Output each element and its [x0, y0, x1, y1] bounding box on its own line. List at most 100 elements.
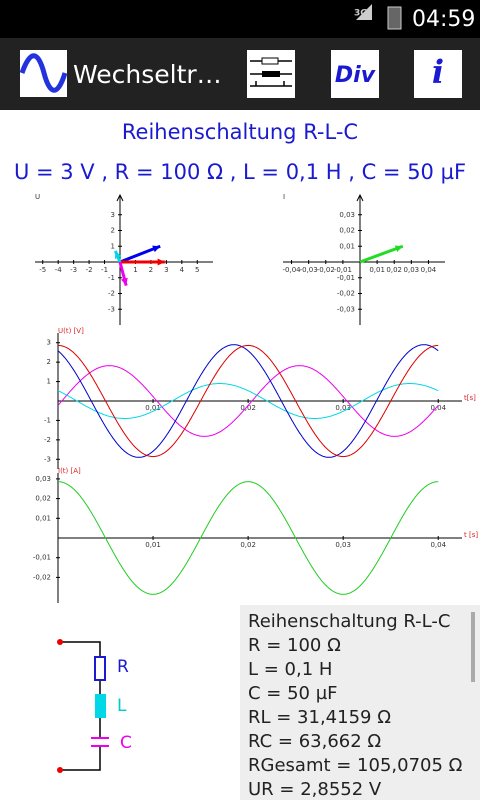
- network: 3G: [354, 9, 368, 19]
- x-tick-label: 0,04: [430, 541, 446, 549]
- y-tick-label: 1: [111, 242, 115, 250]
- resistor: [94, 656, 106, 681]
- y-tick-label: -0,03: [337, 305, 355, 313]
- action-bar: [0, 38, 480, 110]
- y-tick-label: 0,03: [35, 475, 51, 483]
- y-tick-label: 0,03: [339, 211, 355, 219]
- y-tick-label: -2: [44, 436, 51, 444]
- info-label: i: [432, 53, 444, 91]
- x-tick-label: 2: [149, 266, 153, 274]
- circuit-button[interactable]: [247, 50, 295, 98]
- y-tick-label: 3: [47, 339, 51, 347]
- battery-icon: [387, 6, 402, 30]
- x-tick-label: -5: [39, 266, 46, 274]
- wire: [60, 641, 101, 771]
- y-tick-label: 0,01: [339, 242, 355, 250]
- wave-curve: [57, 383, 439, 419]
- phasor-head: [114, 250, 122, 259]
- y-axis-label: U(t) [V]: [58, 327, 84, 335]
- x-tick-label: 0,01: [145, 404, 161, 412]
- y-tick-label: -3: [44, 455, 51, 463]
- x-tick-label: -2: [86, 266, 93, 274]
- x-tick-label: 0,04: [430, 404, 446, 412]
- y-tick-label: -0,01: [33, 554, 51, 562]
- x-tick-label: 0,04: [421, 266, 437, 274]
- scrollbar: [471, 612, 475, 682]
- clock: 04:59: [412, 7, 475, 32]
- y-tick-label: 3: [111, 211, 115, 219]
- status-bar: [0, 0, 480, 38]
- y-tick-label: 0,02: [339, 227, 355, 235]
- terminal: [57, 767, 63, 773]
- y-tick-label: 0,02: [35, 495, 51, 503]
- inductor: [95, 694, 106, 718]
- wave-curve: [57, 344, 439, 458]
- capacitor: [91, 737, 109, 747]
- y-tick-label: 2: [111, 227, 115, 235]
- result-line: C = 50 µF: [248, 683, 338, 704]
- result-line: Reihenschaltung R-L-C: [248, 611, 450, 632]
- x-tick-label: 0,02: [240, 541, 256, 549]
- x-tick-label: -0,04: [282, 266, 301, 274]
- phasor-head: [120, 277, 128, 286]
- x-tick-label: 5: [195, 266, 199, 274]
- x-tick-label: -4: [55, 266, 63, 274]
- result-line: R = 100 Ω: [248, 635, 341, 656]
- y-tick-label: 0,01: [35, 514, 51, 522]
- x-tick-label: 0,01: [145, 541, 161, 549]
- page-title: Reihenschaltung R-L-C: [122, 120, 358, 144]
- y-tick-label: -2: [108, 290, 115, 298]
- app-icon-wave: [19, 53, 68, 93]
- phasor-head: [152, 245, 161, 253]
- y-tick-label: -1: [44, 416, 51, 424]
- info-button[interactable]: [414, 50, 462, 98]
- y-axis-label: I: [283, 193, 285, 201]
- div-button[interactable]: [331, 50, 379, 98]
- x-tick-label: -0,01: [334, 266, 352, 274]
- result-line: RL = 31,4159 Ω: [248, 707, 391, 728]
- x-tick-label: 0,01: [369, 266, 385, 274]
- x-tick-label: 0,02: [240, 404, 256, 412]
- x-axis-label: t [s]: [464, 531, 478, 539]
- x-tick-label: 1: [133, 266, 137, 274]
- x-axis-label: t[s]: [464, 394, 476, 402]
- wave-curve: [58, 481, 439, 595]
- y-axis-label: I(t) [A]: [58, 467, 81, 475]
- y-tick-label: -3: [108, 305, 115, 313]
- div-label: Div: [335, 63, 376, 88]
- x-tick-label: 0,03: [335, 404, 351, 412]
- result-line: RC = 63,662 Ω: [248, 731, 381, 752]
- signal-icon: [356, 4, 372, 20]
- y-tick-label: -0,02: [33, 573, 51, 581]
- y-tick-label: 2: [47, 358, 51, 366]
- y-tick-label: -0,01: [337, 274, 355, 282]
- x-tick-label: 0,03: [335, 541, 351, 549]
- x-tick-label: 0,02: [386, 266, 402, 274]
- x-tick-label: 4: [180, 266, 185, 274]
- x-tick-label: -0,02: [317, 266, 335, 274]
- x-tick-label: -1: [101, 266, 108, 274]
- results-panel: [240, 605, 480, 800]
- y-tick-label: -0,02: [337, 290, 355, 298]
- parameters: U = 3 V , R = 100 Ω , L = 0,1 H , C = 50…: [14, 160, 466, 184]
- c-label: C: [120, 733, 132, 753]
- result-line: UR = 2,8552 V: [248, 779, 382, 800]
- axis-arrow: [356, 193, 364, 202]
- terminal: [57, 639, 63, 645]
- icon-l: [262, 71, 280, 77]
- axis-arrow: [116, 193, 124, 202]
- icon-r: [261, 57, 279, 65]
- app-title: Wechseltr…: [73, 60, 222, 89]
- y-tick-label: -1: [108, 274, 115, 282]
- phasor-head: [157, 258, 165, 266]
- y-axis-label: U: [35, 193, 40, 201]
- result-line: L = 0,1 H: [248, 659, 332, 680]
- circuit: R L C: [57, 639, 132, 773]
- phasor-head: [394, 245, 403, 253]
- y-tick-label: 1: [47, 378, 51, 386]
- r-label: R: [117, 657, 129, 677]
- x-tick-label: -3: [70, 266, 77, 274]
- wave-curve: [57, 344, 439, 458]
